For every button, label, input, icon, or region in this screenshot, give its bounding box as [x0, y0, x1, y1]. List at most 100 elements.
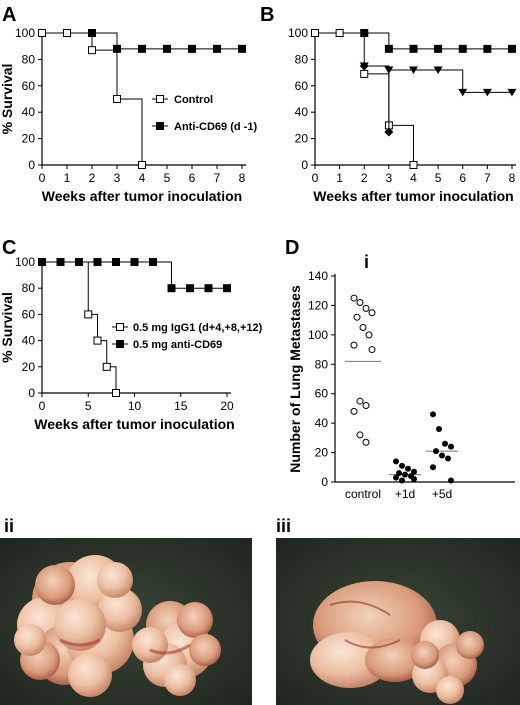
- lung-nodule: [98, 588, 142, 632]
- series-line: [42, 32, 143, 165]
- y-tick-label: 80: [22, 281, 36, 295]
- legend-label: 0.5 mg anti-CD69: [133, 339, 222, 351]
- y-tick-label: 80: [315, 357, 329, 371]
- data-point: [368, 309, 376, 317]
- data-point: [434, 44, 443, 53]
- y-tick-label: 120: [308, 298, 328, 312]
- y-tick-label: 60: [22, 307, 36, 321]
- lung-nodule: [164, 664, 196, 696]
- x-tick-label: 3: [386, 171, 393, 185]
- x-tick-label: 5: [85, 399, 92, 413]
- data-point: [439, 452, 445, 459]
- x-category-label: +5d: [432, 487, 452, 501]
- y-tick-label: 20: [22, 360, 36, 374]
- data-point: [350, 341, 358, 349]
- photo-label-iii: iii: [276, 516, 291, 536]
- x-tick-label: 0: [39, 399, 46, 413]
- x-tick-label: 5: [435, 171, 442, 185]
- lung-nodule: [97, 562, 133, 598]
- series-line: [315, 32, 414, 165]
- panel-label-a: A: [2, 4, 16, 26]
- y-tick-label: 20: [295, 132, 309, 146]
- data-point: [433, 66, 443, 74]
- y-tick-label: 60: [22, 79, 36, 93]
- lobe-fissure: [329, 600, 401, 649]
- y-tick-label: 0: [28, 158, 35, 172]
- panel-label-b: B: [260, 4, 274, 26]
- data-point: [112, 389, 120, 397]
- data-point: [430, 411, 436, 418]
- y-tick-label: 20: [315, 446, 329, 460]
- x-tick-label: 8: [509, 171, 516, 185]
- data-point: [130, 258, 139, 266]
- data-point: [113, 95, 121, 103]
- data-point: [360, 29, 369, 37]
- y-tick-label: 20: [22, 132, 36, 146]
- data-point: [102, 362, 111, 371]
- data-point: [238, 44, 246, 53]
- series-line: [92, 32, 242, 50]
- data-point: [402, 471, 408, 478]
- data-point: [88, 46, 96, 55]
- x-tick-label: 7: [214, 171, 221, 185]
- y-tick-label: 100: [15, 255, 35, 269]
- data-point: [384, 44, 393, 53]
- x-tick-label: 20: [220, 399, 234, 413]
- lung-nodule: [68, 653, 112, 697]
- data-point: [356, 298, 364, 306]
- y-axis-title: Number of Lung Metastases: [287, 285, 303, 473]
- data-point: [483, 44, 492, 53]
- y-tick-label: 100: [15, 26, 35, 40]
- data-point: [335, 29, 344, 37]
- data-point: [384, 66, 394, 74]
- data-point: [93, 258, 102, 266]
- data-point: [56, 258, 65, 266]
- x-tick-label: 1: [64, 171, 71, 185]
- data-point: [75, 258, 83, 266]
- data-point: [405, 465, 411, 472]
- chart-c: 0 20 40 60 80 100 0 5 10 15 20 Weeks after tumor in…: [0, 255, 263, 432]
- data-point: [393, 474, 399, 481]
- x-tick-label: 6: [189, 171, 196, 185]
- data-point: [433, 448, 439, 455]
- x-tick-label: 6: [459, 171, 466, 185]
- data-point: [384, 127, 394, 137]
- y-tick-label: 0: [28, 386, 35, 400]
- y-tick-label: 60: [295, 79, 309, 93]
- y-tick-label: 140: [308, 269, 328, 283]
- data-point: [138, 44, 146, 53]
- legend-marker: [156, 122, 164, 130]
- x-tick-label: 4: [139, 171, 146, 185]
- data-point: [359, 62, 369, 70]
- data-point: [213, 44, 221, 53]
- lung-nodule: [132, 627, 168, 663]
- y-tick-label: 40: [22, 334, 36, 348]
- x-tick-label: 7: [484, 171, 491, 185]
- data-point: [113, 44, 121, 53]
- y-tick-label: 100: [308, 328, 328, 342]
- panel-label-d: D: [285, 237, 299, 259]
- data-point: [311, 29, 319, 37]
- lung-nodule: [456, 631, 484, 659]
- x-tick-label: 2: [361, 171, 368, 185]
- y-tick-label: 80: [22, 52, 36, 66]
- legend-label: 0.5 mg IgG1 (d+4,+8,+12): [133, 322, 263, 334]
- chart-b: 0 20 40 60 80 100 0 1 2 3 4 5 6 7 8 Weeks after tumor i…: [288, 26, 517, 204]
- lung-nodule: [54, 599, 106, 651]
- y-tick-label: 100: [288, 26, 308, 40]
- data-point: [368, 346, 376, 354]
- data-point: [88, 29, 96, 37]
- data-point: [112, 258, 120, 266]
- data-point: [360, 69, 369, 78]
- lung-nodule: [189, 634, 221, 666]
- legend-marker: [156, 95, 164, 103]
- x-tick-label: 2: [89, 171, 96, 185]
- data-point: [365, 331, 373, 339]
- y-tick-label: 40: [22, 105, 36, 119]
- data-point: [458, 44, 467, 53]
- blood-vessel: [59, 638, 191, 655]
- x-tick-label: 8: [239, 171, 246, 185]
- data-point: [430, 464, 436, 471]
- photo-label-ii: ii: [4, 516, 14, 536]
